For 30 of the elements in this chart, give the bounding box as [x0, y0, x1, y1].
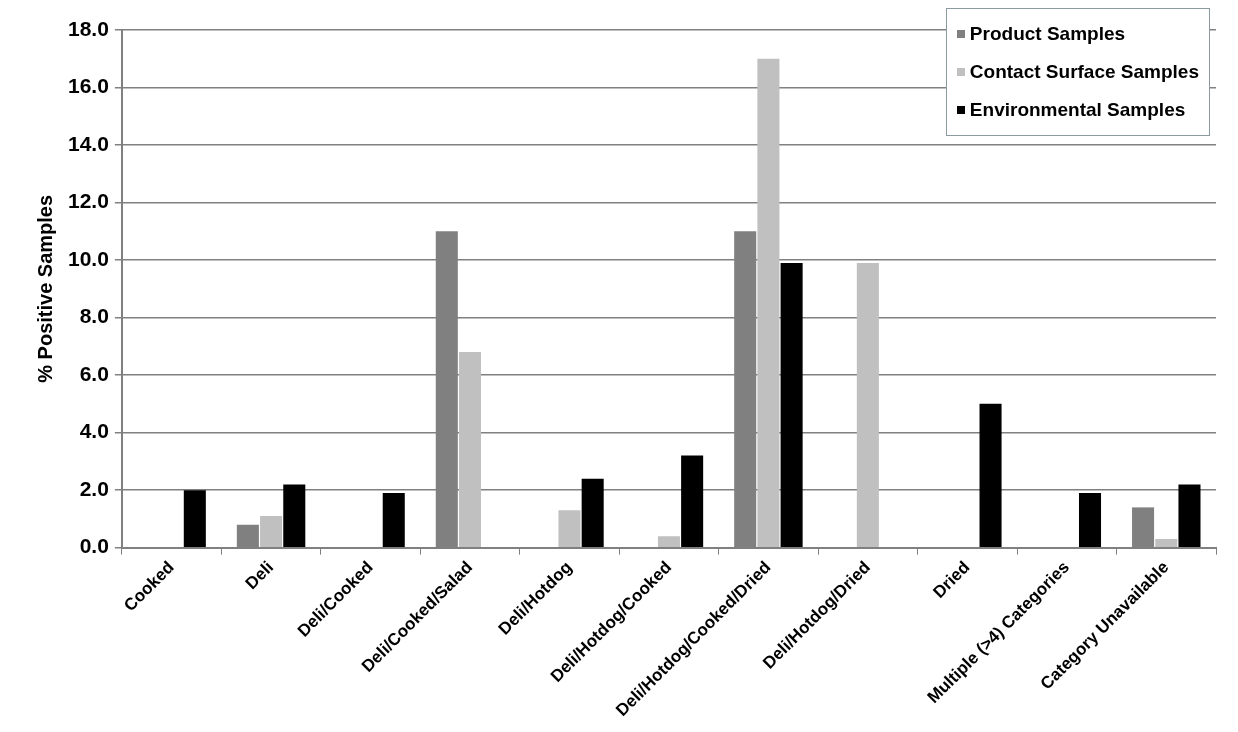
y-tick-label: 18.0 [68, 16, 109, 40]
bar [283, 484, 306, 547]
y-tick-label: 4.0 [79, 419, 109, 443]
legend-label: Environmental Samples [969, 99, 1186, 121]
legend-label: Product Samples [969, 23, 1126, 45]
y-tick-label: 0.0 [79, 534, 109, 558]
bar [458, 352, 482, 547]
bar [657, 536, 680, 547]
bar [856, 262, 879, 547]
legend-label: Contact Surface Samples [969, 61, 1199, 83]
bar [757, 58, 780, 547]
bar [558, 510, 581, 547]
bar [1178, 484, 1201, 547]
y-tick-label: 12.0 [68, 189, 109, 213]
bar [1078, 493, 1102, 547]
y-tick-label: 2.0 [79, 476, 109, 500]
y-tick-label: 10.0 [68, 246, 109, 270]
y-tick-label: 14.0 [68, 131, 109, 155]
y-tick-label: 6.0 [79, 361, 109, 385]
y-tick-label: 8.0 [79, 304, 109, 328]
bar [581, 478, 604, 547]
bar [681, 455, 704, 547]
y-tick-label: 16.0 [68, 74, 109, 98]
bar [382, 493, 405, 547]
bar [260, 516, 283, 547]
bar [979, 403, 1002, 547]
bar [1155, 539, 1178, 547]
bar [183, 490, 206, 547]
bar [780, 262, 803, 547]
y-axis-title: % Positive Samples [33, 194, 56, 383]
